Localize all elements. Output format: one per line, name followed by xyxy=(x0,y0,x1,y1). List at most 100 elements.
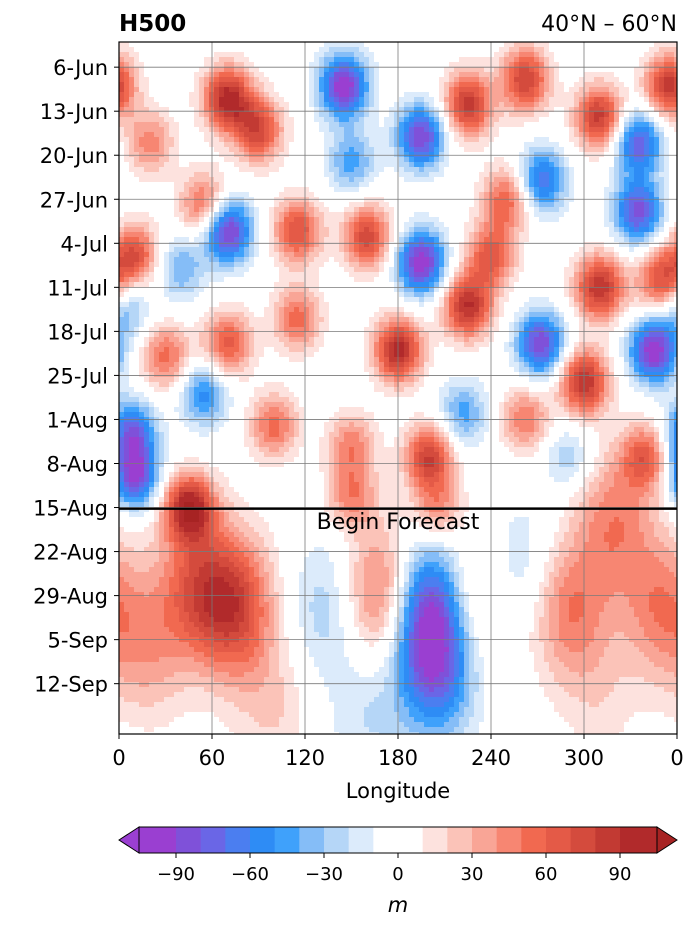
field-cell xyxy=(289,72,295,78)
field-cell xyxy=(494,197,500,203)
field-cell xyxy=(439,62,445,68)
field-cell xyxy=(449,162,455,168)
field-cell xyxy=(314,147,320,153)
field-cell xyxy=(444,252,450,258)
field-cell xyxy=(469,112,475,118)
field-cell xyxy=(349,217,355,223)
field-cell xyxy=(544,42,550,48)
field-cell xyxy=(569,102,575,108)
field-cell xyxy=(244,177,250,183)
field-cell xyxy=(384,232,390,238)
field-cell xyxy=(529,207,535,213)
field-cell xyxy=(524,192,530,198)
field-cell xyxy=(244,247,250,253)
field-cell xyxy=(619,77,625,83)
field-cell xyxy=(604,112,610,118)
field-cell xyxy=(139,47,145,53)
field-cell xyxy=(419,152,425,158)
field-cell xyxy=(254,177,260,183)
field-cell xyxy=(314,227,320,233)
field-cell xyxy=(394,57,400,63)
field-cell xyxy=(409,252,415,258)
field-cell xyxy=(404,42,410,48)
field-cell xyxy=(244,237,250,243)
field-cell xyxy=(404,107,410,113)
field-cell xyxy=(284,227,290,233)
field-cell xyxy=(399,147,405,153)
field-cell xyxy=(184,262,190,268)
field-cell xyxy=(564,252,570,258)
field-cell xyxy=(169,132,175,138)
field-cell xyxy=(364,52,370,58)
field-cell xyxy=(304,252,310,258)
field-cell xyxy=(619,247,625,253)
field-cell xyxy=(144,122,150,128)
field-cell xyxy=(559,222,565,228)
field-cell xyxy=(324,62,330,68)
field-cell xyxy=(349,147,355,153)
field-cell xyxy=(179,72,185,78)
field-cell xyxy=(134,257,140,263)
field-cell xyxy=(399,157,405,163)
field-cell xyxy=(434,122,440,128)
field-cell xyxy=(154,87,160,93)
field-cell xyxy=(334,162,340,168)
field-cell xyxy=(169,232,175,238)
field-cell xyxy=(244,42,250,48)
field-cell xyxy=(314,97,320,103)
field-cell xyxy=(364,192,370,198)
field-cell xyxy=(584,52,590,58)
field-cell xyxy=(369,202,375,208)
field-cell xyxy=(399,167,405,173)
field-cell xyxy=(154,172,160,178)
field-cell xyxy=(449,97,455,103)
field-cell xyxy=(629,237,635,243)
field-cell xyxy=(274,67,280,73)
field-cell xyxy=(584,127,590,133)
field-cell xyxy=(249,237,255,243)
field-cell xyxy=(649,182,655,188)
field-cell xyxy=(664,117,670,123)
field-cell xyxy=(674,82,677,88)
field-cell xyxy=(424,167,430,173)
field-cell xyxy=(589,212,595,218)
field-cell xyxy=(304,172,310,178)
field-cell xyxy=(544,152,550,158)
field-cell xyxy=(359,247,365,253)
field-cell xyxy=(484,217,490,223)
field-cell xyxy=(534,157,540,163)
field-cell xyxy=(264,262,270,268)
field-cell xyxy=(494,77,500,83)
field-cell xyxy=(429,62,435,68)
field-cell xyxy=(399,252,405,258)
field-cell xyxy=(189,122,195,128)
field-cell xyxy=(389,97,395,103)
field-cell xyxy=(464,247,470,253)
field-cell xyxy=(549,242,555,248)
field-cell xyxy=(394,252,400,258)
field-cell xyxy=(159,197,165,203)
field-cell xyxy=(344,257,350,263)
field-cell xyxy=(579,47,585,53)
field-cell xyxy=(229,62,235,68)
field-cell xyxy=(249,172,255,178)
field-cell xyxy=(354,112,360,118)
field-cell xyxy=(619,117,625,123)
field-cell xyxy=(354,187,360,193)
field-cell xyxy=(294,67,300,73)
field-cell xyxy=(579,202,585,208)
field-cell xyxy=(504,192,510,198)
field-cell xyxy=(304,112,310,118)
field-cell xyxy=(414,142,420,148)
field-cell xyxy=(329,132,335,138)
field-cell xyxy=(164,197,170,203)
field-cell xyxy=(289,42,295,48)
field-cell xyxy=(339,182,345,188)
field-cell xyxy=(164,212,170,218)
field-cell xyxy=(434,107,440,113)
field-cell xyxy=(659,92,665,98)
field-cell xyxy=(169,42,175,48)
field-cell xyxy=(254,142,260,148)
field-cell xyxy=(514,192,520,198)
field-cell xyxy=(234,257,240,263)
